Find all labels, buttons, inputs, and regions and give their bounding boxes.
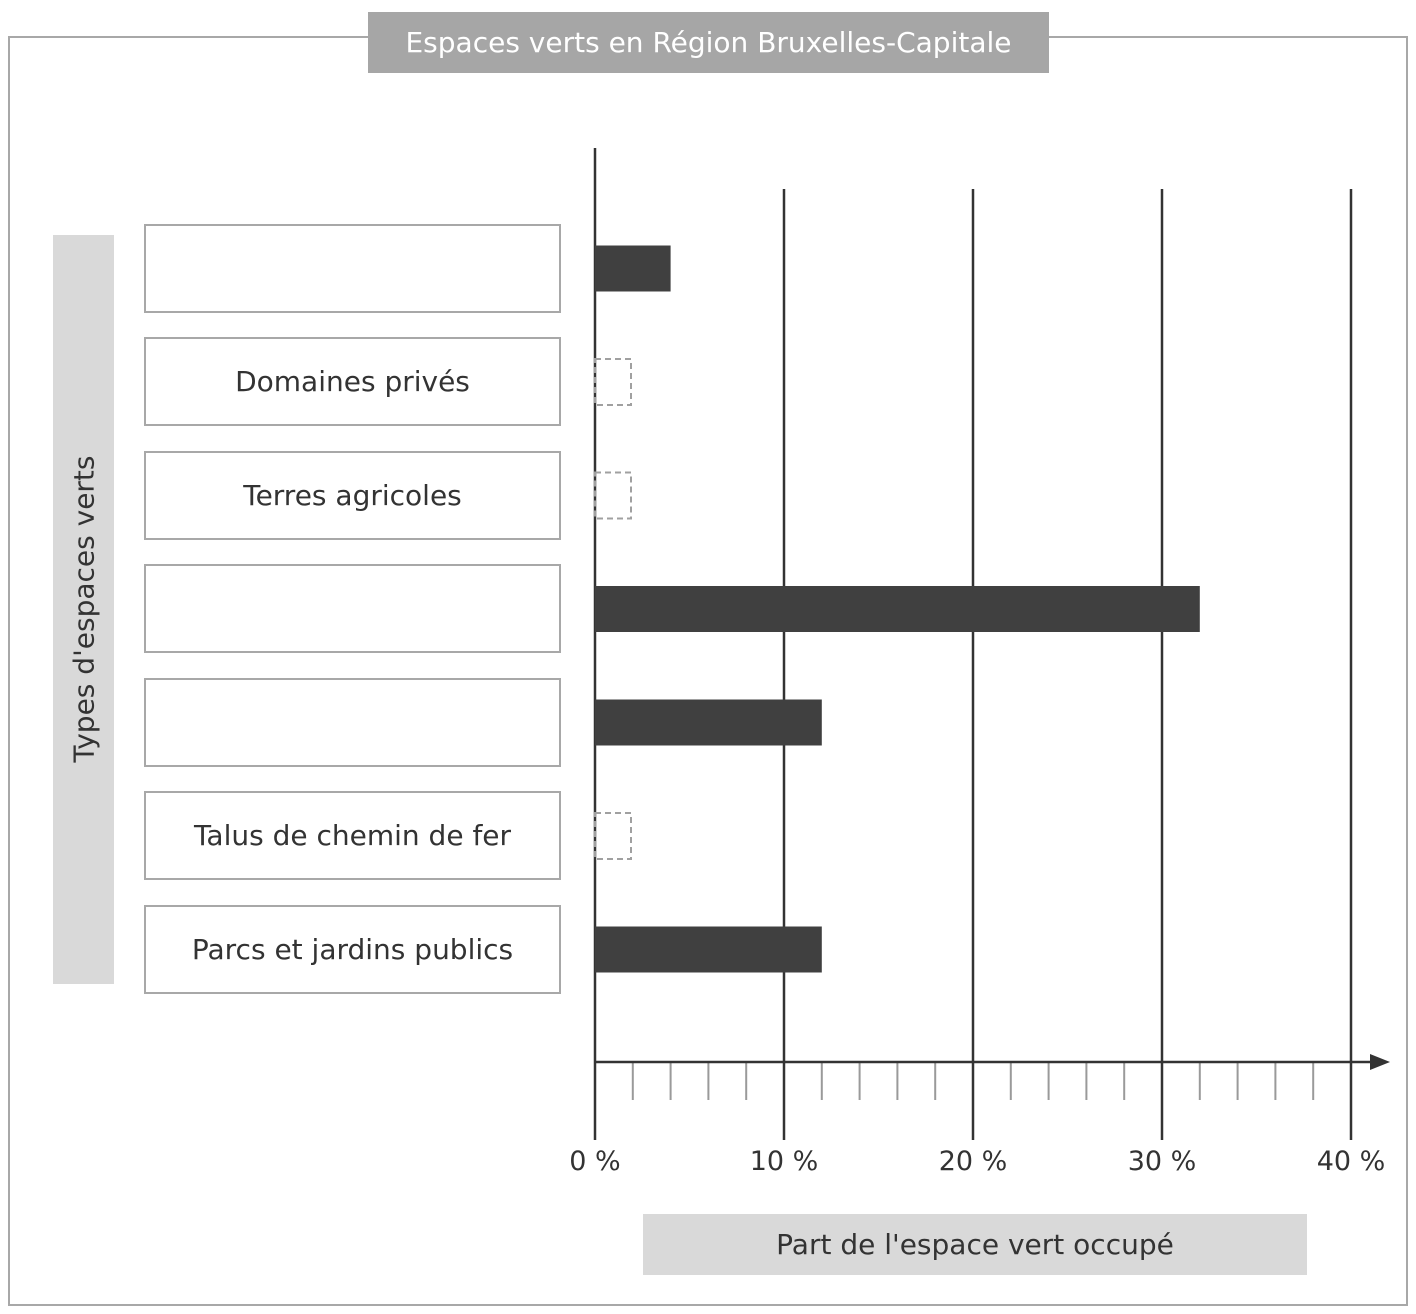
category-box-6: Talus de chemin de fer [144, 791, 561, 880]
bar-placeholder-6 [594, 812, 632, 860]
y-axis-label-box [53, 235, 114, 984]
category-box-1 [144, 224, 561, 313]
category-box-3: Terres agricoles [144, 451, 561, 540]
x-tick-label-1: 0 % [569, 1146, 620, 1177]
bar-placeholder-2 [594, 358, 632, 406]
bar-4 [595, 586, 1200, 632]
category-box-7: Parcs et jardins publics [144, 905, 561, 994]
bar-1 [595, 245, 671, 292]
category-box-2: Domaines privés [144, 337, 561, 426]
x-tick-label-2: 10 % [750, 1146, 819, 1177]
bar-7 [595, 926, 822, 973]
category-box-4 [144, 564, 561, 653]
x-axis-label: Part de l'espace vert occupé [643, 1214, 1307, 1275]
x-tick-label-5: 40 % [1317, 1146, 1386, 1177]
bar-placeholder-3 [594, 471, 632, 520]
category-box-5 [144, 678, 561, 767]
x-tick-label-3: 20 % [939, 1146, 1008, 1177]
x-tick-label-4: 30 % [1128, 1146, 1197, 1177]
bar-5 [595, 699, 822, 746]
chart-title: Espaces verts en Région Bruxelles-Capita… [368, 12, 1049, 73]
x-axis-arrow [1370, 1054, 1390, 1070]
